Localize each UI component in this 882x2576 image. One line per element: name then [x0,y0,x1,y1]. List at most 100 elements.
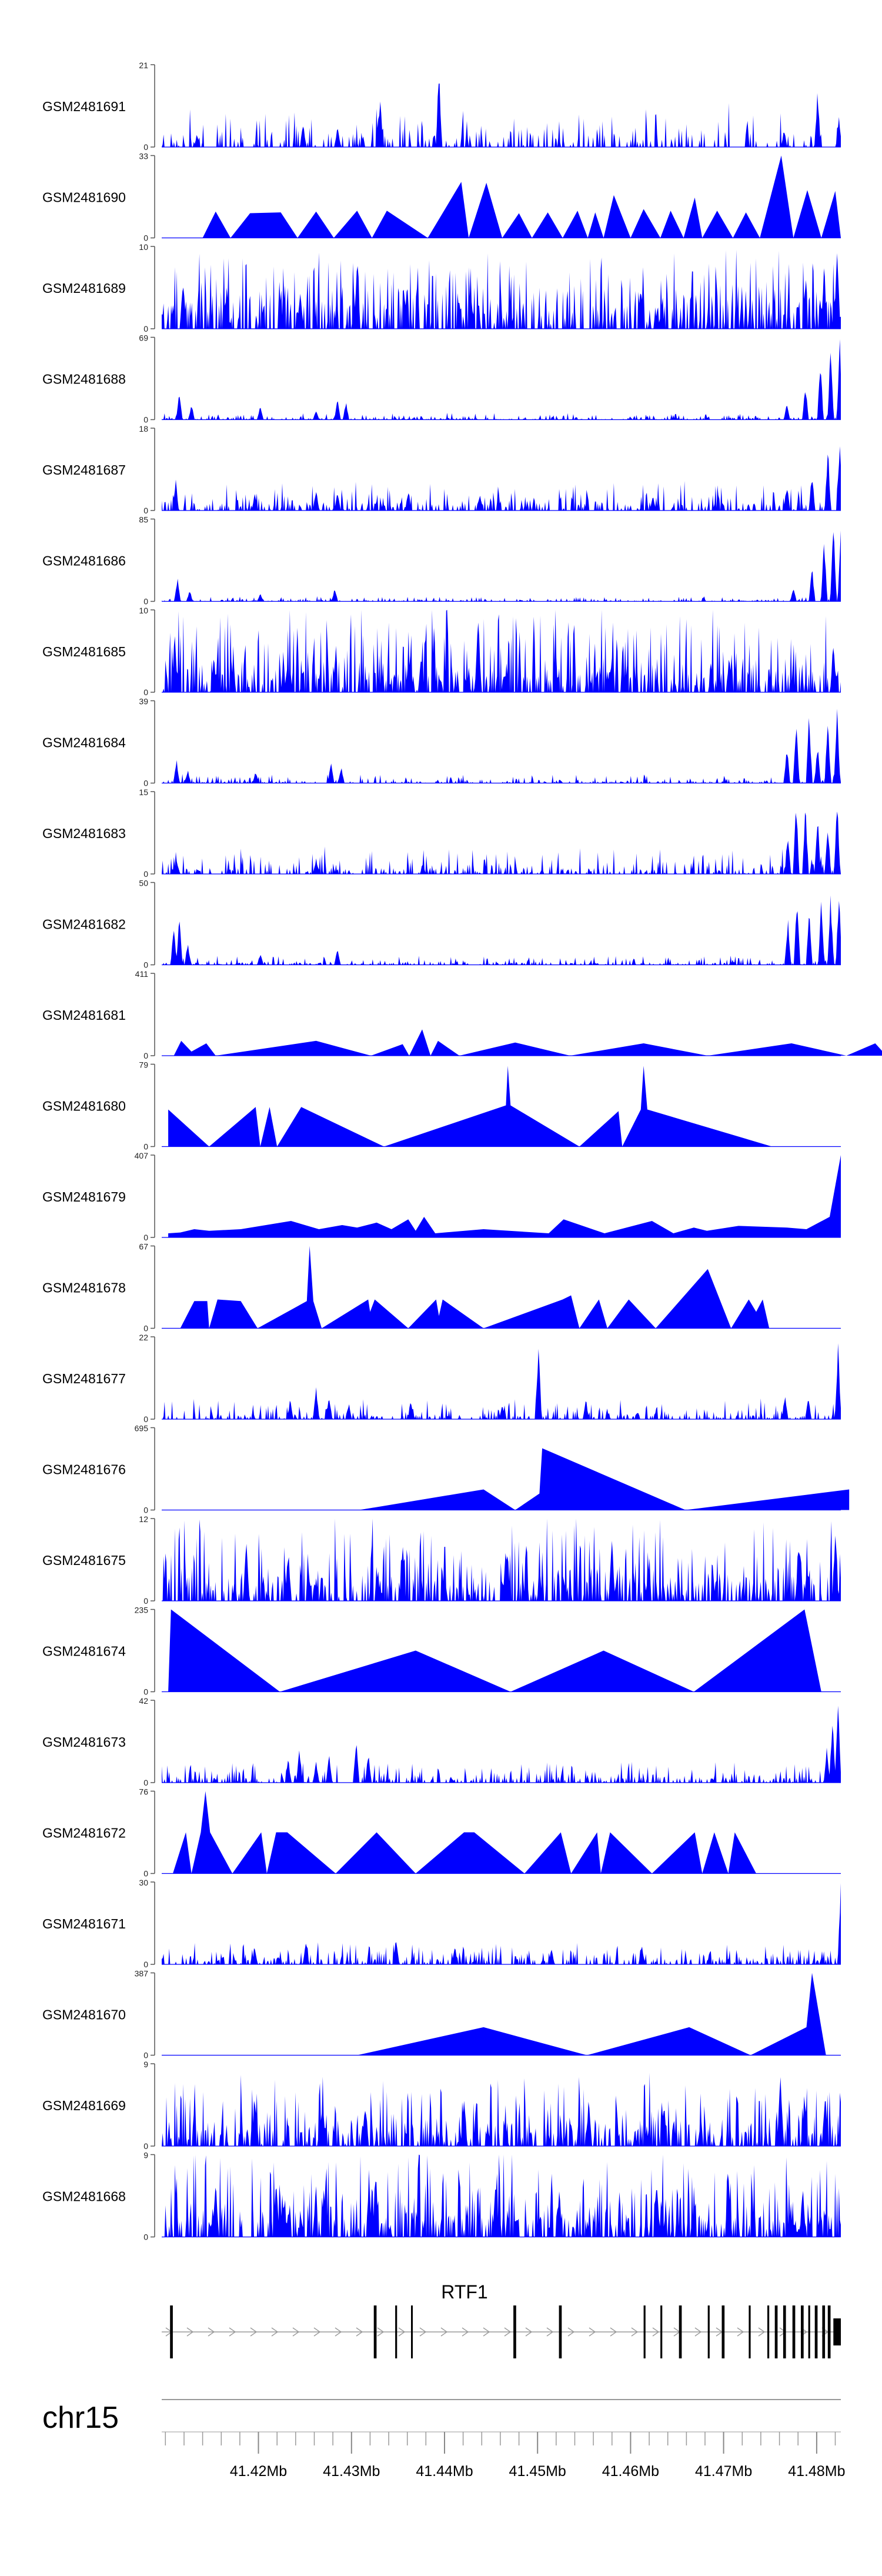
track-ymin-label: 0 [143,233,148,243]
coverage-track: GSM2481685 10 0 [42,606,841,697]
exon-block [373,2305,377,2358]
track-ymax-label: 67 [139,1242,148,1252]
track-ymin-label: 0 [143,506,148,515]
coverage-area [162,610,841,692]
exon-block [513,2305,516,2358]
strand-arrow [186,2327,194,2337]
axis-tick-label: 41.46Mb [602,2463,659,2480]
track-ymax-label: 407 [135,1151,149,1160]
strand-arrow [504,2327,512,2337]
exon-block [833,2318,841,2345]
coverage-track: GSM2481670 387 0 [42,1969,841,2060]
axis-tick-label: 41.44Mb [416,2463,473,2480]
gene-name-label: RTF1 [441,2281,487,2303]
track-label: GSM2481669 [42,2098,126,2113]
strand-arrow [229,2327,236,2337]
track-label: GSM2481671 [42,1916,126,1931]
coverage-area [162,84,841,147]
coverage-area [202,155,841,238]
exon-block [814,2305,818,2358]
coverage-track: GSM2481671 30 0 [42,1878,841,1969]
track-label: GSM2481691 [42,99,126,114]
track-ymin-label: 0 [143,960,148,970]
axis-tick-label: 41.42Mb [230,2463,287,2480]
exon-block [660,2305,663,2358]
track-ymax-label: 79 [139,1060,148,1070]
track-ymax-label: 42 [139,1696,148,1706]
coverage-area [162,530,841,602]
coverage-track: GSM2481681 411 0 [42,969,882,1060]
coverage-area [168,1155,841,1237]
track-label: GSM2481673 [42,1734,126,1750]
exon-block [767,2305,770,2358]
coverage-track: GSM2481679 407 0 [42,1151,841,1242]
coverage-track: GSM2481673 42 0 [42,1696,841,1787]
coverage-track: GSM2481676 695 0 [42,1424,850,1515]
exon-block [792,2305,796,2358]
track-label: GSM2481672 [42,1826,126,1841]
track-label: GSM2481677 [42,1371,126,1386]
coverage-track: GSM2481669 9 0 [42,2060,841,2151]
track-ymin-label: 0 [143,2051,148,2060]
coverage-area [173,1029,882,1056]
track-ymin-label: 0 [143,688,148,697]
track-ymin-label: 0 [143,1414,148,1424]
track-ymin-label: 0 [143,1596,148,1606]
coverage-area [162,249,841,329]
strand-arrow [758,2327,766,2337]
track-ymax-label: 30 [139,1878,148,1887]
track-ymax-label: 33 [139,152,148,161]
exon-block [749,2305,751,2358]
exon-block [721,2305,725,2358]
strand-arrow [377,2327,385,2337]
track-label: GSM2481684 [42,735,126,750]
track-ymax-label: 22 [139,1333,148,1342]
track-ymax-label: 85 [139,515,148,525]
axis-tick-label: 41.45Mb [509,2463,566,2480]
coverage-area [162,2154,841,2237]
coverage-track: GSM2481668 9 0 [42,2151,841,2242]
chromosome-label: chr15 [42,2401,119,2435]
track-ymax-label: 15 [139,788,148,797]
strand-arrow [462,2327,469,2337]
coverage-track: GSM2481672 76 0 [42,1787,841,1878]
coverage-track: GSM2481682 50 0 [42,879,841,970]
exon-block [822,2305,826,2358]
track-ymax-label: 387 [135,1969,149,1978]
strand-arrow [419,2327,427,2337]
strand-arrow [483,2327,490,2337]
strand-arrow [271,2327,279,2337]
track-label: GSM2481679 [42,1189,126,1204]
track-label: GSM2481675 [42,1553,126,1568]
gene-model-track: RTF1 [162,2281,841,2358]
coverage-track: GSM2481683 15 0 [42,788,841,879]
genome-axis: chr15 41.42Mb 41.43Mb 41.44Mb 41.45Mb 41.46M… [42,2399,846,2480]
track-label: GSM2481681 [42,1007,126,1023]
track-ymax-label: 10 [139,242,148,252]
coverage-track: GSM2481674 235 0 [42,1606,841,1697]
track-ymin-label: 0 [143,1506,148,1515]
coverage-area [162,1883,841,1964]
track-ymax-label: 21 [139,61,148,70]
strand-arrow [208,2327,215,2337]
coverage-area [162,446,841,510]
exon-block [783,2305,786,2358]
track-ymin-label: 0 [143,869,148,879]
exon-block [827,2305,831,2358]
coverage-area [168,1609,821,1692]
coverage-track: GSM2481680 79 0 [42,1060,841,1152]
coverage-track: GSM2481691 21 0 [42,61,841,152]
coverage-area [162,1706,841,1783]
coverage-area [162,339,841,420]
track-label: GSM2481688 [42,372,126,387]
track-ymax-label: 50 [139,879,148,888]
coverage-track: GSM2481677 22 0 [42,1333,841,1424]
coverage-track: GSM2481678 67 0 [42,1242,841,1333]
coverage-area [162,895,841,965]
exon-block [395,2305,397,2358]
exon-block [643,2305,646,2358]
coverage-area [168,1066,772,1147]
exon-block [559,2305,562,2358]
coverage-area [162,811,841,874]
track-ymax-label: 69 [139,333,148,343]
